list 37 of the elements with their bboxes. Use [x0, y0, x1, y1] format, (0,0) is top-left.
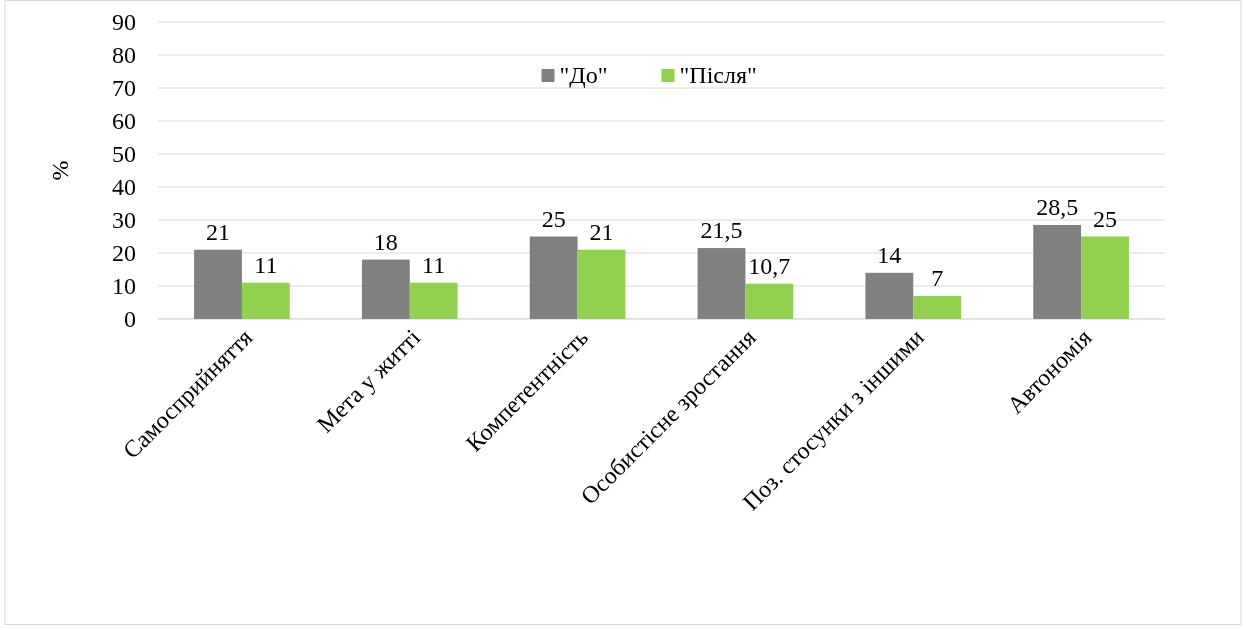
- data-label: 28,5: [1036, 193, 1079, 220]
- data-label: 11: [254, 251, 278, 278]
- data-label: 10,7: [748, 252, 791, 279]
- y-tick-label: 40: [112, 174, 136, 201]
- y-tick-label: 50: [112, 141, 136, 168]
- bar: [577, 249, 626, 319]
- bar: [409, 282, 458, 319]
- bar: [913, 295, 962, 319]
- bar: [745, 283, 794, 319]
- data-label: 11: [422, 251, 446, 278]
- legend-label: "До": [559, 62, 608, 89]
- y-tick-label: 70: [112, 75, 136, 102]
- data-label: 25: [1093, 205, 1117, 232]
- bar: [1081, 236, 1129, 319]
- y-tick-label: 0: [124, 306, 136, 333]
- y-tick-label: 90: [112, 9, 136, 36]
- y-tick-label: 10: [112, 273, 136, 300]
- y-tick-label: 60: [112, 108, 136, 135]
- data-label: 21,5: [700, 217, 743, 244]
- bar: [194, 249, 242, 319]
- data-label: 7: [931, 264, 944, 291]
- bar: [529, 236, 578, 319]
- data-label: 21: [206, 218, 230, 245]
- bar: [865, 272, 914, 319]
- bar: [1033, 224, 1082, 319]
- data-label: 25: [541, 205, 566, 232]
- y-axis-title: %: [47, 160, 73, 181]
- legend-label: "Після": [679, 62, 757, 89]
- y-tick-label: 30: [112, 207, 136, 234]
- y-tick-label: 80: [112, 42, 136, 69]
- data-label: 21: [589, 218, 614, 245]
- bar: [697, 248, 746, 319]
- bar: [241, 282, 290, 319]
- bar: [361, 259, 410, 319]
- y-tick-label: 20: [112, 240, 136, 267]
- data-label: 14: [877, 241, 902, 268]
- data-label: 18: [373, 228, 398, 255]
